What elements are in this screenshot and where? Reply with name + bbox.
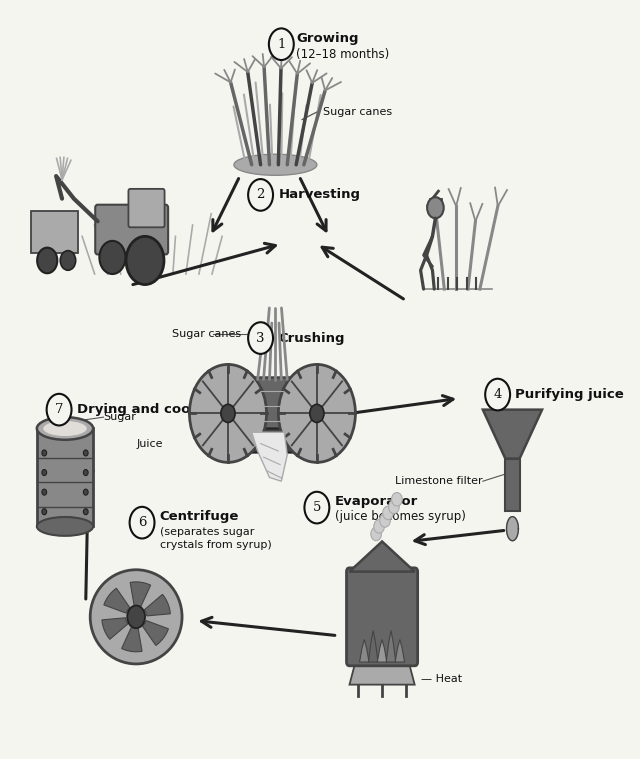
Circle shape bbox=[427, 197, 444, 219]
Circle shape bbox=[485, 379, 510, 411]
Circle shape bbox=[248, 323, 273, 354]
Circle shape bbox=[189, 364, 266, 462]
Text: 3: 3 bbox=[257, 332, 265, 345]
Polygon shape bbox=[483, 410, 542, 458]
Text: (separates sugar: (separates sugar bbox=[160, 527, 254, 537]
Text: (juice becomes syrup): (juice becomes syrup) bbox=[335, 510, 465, 523]
Circle shape bbox=[127, 606, 145, 628]
Polygon shape bbox=[360, 639, 369, 662]
Circle shape bbox=[392, 493, 402, 506]
Text: Purifying juice: Purifying juice bbox=[515, 388, 624, 401]
Text: Harvesting: Harvesting bbox=[278, 188, 360, 201]
Circle shape bbox=[269, 28, 294, 60]
Text: Drying and cooling: Drying and cooling bbox=[77, 403, 218, 416]
Polygon shape bbox=[506, 517, 518, 540]
FancyBboxPatch shape bbox=[346, 568, 418, 666]
Text: Growing: Growing bbox=[296, 32, 358, 45]
FancyBboxPatch shape bbox=[233, 429, 312, 452]
Circle shape bbox=[130, 507, 154, 538]
Circle shape bbox=[42, 489, 47, 495]
FancyBboxPatch shape bbox=[95, 205, 168, 254]
Text: Juice: Juice bbox=[136, 439, 163, 449]
Polygon shape bbox=[395, 639, 404, 662]
Circle shape bbox=[305, 492, 330, 524]
Circle shape bbox=[380, 514, 390, 528]
Polygon shape bbox=[130, 582, 150, 607]
Polygon shape bbox=[142, 621, 168, 645]
Text: Evaporator: Evaporator bbox=[335, 495, 418, 508]
FancyBboxPatch shape bbox=[37, 429, 93, 527]
Circle shape bbox=[221, 405, 235, 423]
Ellipse shape bbox=[37, 517, 93, 536]
FancyBboxPatch shape bbox=[31, 211, 78, 253]
Circle shape bbox=[83, 450, 88, 456]
Text: Sugar canes: Sugar canes bbox=[172, 329, 241, 339]
Ellipse shape bbox=[37, 417, 93, 439]
Circle shape bbox=[83, 489, 88, 495]
Text: 2: 2 bbox=[257, 188, 265, 201]
Circle shape bbox=[37, 247, 58, 273]
Circle shape bbox=[60, 250, 76, 270]
FancyBboxPatch shape bbox=[241, 377, 304, 434]
Polygon shape bbox=[349, 541, 415, 572]
Circle shape bbox=[126, 236, 164, 285]
Text: Limestone filter: Limestone filter bbox=[396, 476, 483, 487]
Circle shape bbox=[374, 520, 385, 534]
Text: crystals from syrup): crystals from syrup) bbox=[160, 540, 271, 550]
Circle shape bbox=[42, 450, 47, 456]
Text: Sugar canes: Sugar canes bbox=[323, 107, 392, 117]
Text: 7: 7 bbox=[55, 403, 63, 416]
FancyBboxPatch shape bbox=[506, 458, 520, 512]
Circle shape bbox=[42, 509, 47, 515]
Ellipse shape bbox=[90, 570, 182, 664]
Text: Centrifuge: Centrifuge bbox=[160, 510, 239, 523]
Text: 6: 6 bbox=[138, 516, 147, 529]
Circle shape bbox=[371, 528, 381, 540]
Polygon shape bbox=[369, 631, 378, 662]
Circle shape bbox=[42, 470, 47, 476]
FancyBboxPatch shape bbox=[129, 189, 164, 227]
Circle shape bbox=[278, 364, 355, 462]
Circle shape bbox=[388, 500, 399, 514]
Text: 5: 5 bbox=[313, 501, 321, 514]
Ellipse shape bbox=[234, 154, 317, 175]
Polygon shape bbox=[386, 631, 396, 662]
Ellipse shape bbox=[42, 420, 88, 436]
Polygon shape bbox=[122, 627, 142, 652]
Circle shape bbox=[383, 506, 394, 520]
Polygon shape bbox=[349, 662, 415, 685]
Circle shape bbox=[310, 405, 324, 423]
Text: Sugar: Sugar bbox=[104, 412, 136, 422]
Circle shape bbox=[83, 470, 88, 476]
Polygon shape bbox=[378, 639, 387, 662]
Polygon shape bbox=[102, 618, 128, 639]
Text: 4: 4 bbox=[493, 388, 502, 401]
Text: Crushing: Crushing bbox=[278, 332, 345, 345]
Polygon shape bbox=[252, 432, 287, 481]
Text: — Heat: — Heat bbox=[420, 674, 461, 685]
Circle shape bbox=[248, 179, 273, 211]
Text: 1: 1 bbox=[277, 38, 285, 51]
Polygon shape bbox=[144, 594, 170, 616]
Circle shape bbox=[47, 394, 72, 426]
Text: (12–18 months): (12–18 months) bbox=[296, 48, 389, 61]
Circle shape bbox=[83, 509, 88, 515]
Polygon shape bbox=[104, 588, 130, 613]
Circle shape bbox=[99, 241, 125, 274]
